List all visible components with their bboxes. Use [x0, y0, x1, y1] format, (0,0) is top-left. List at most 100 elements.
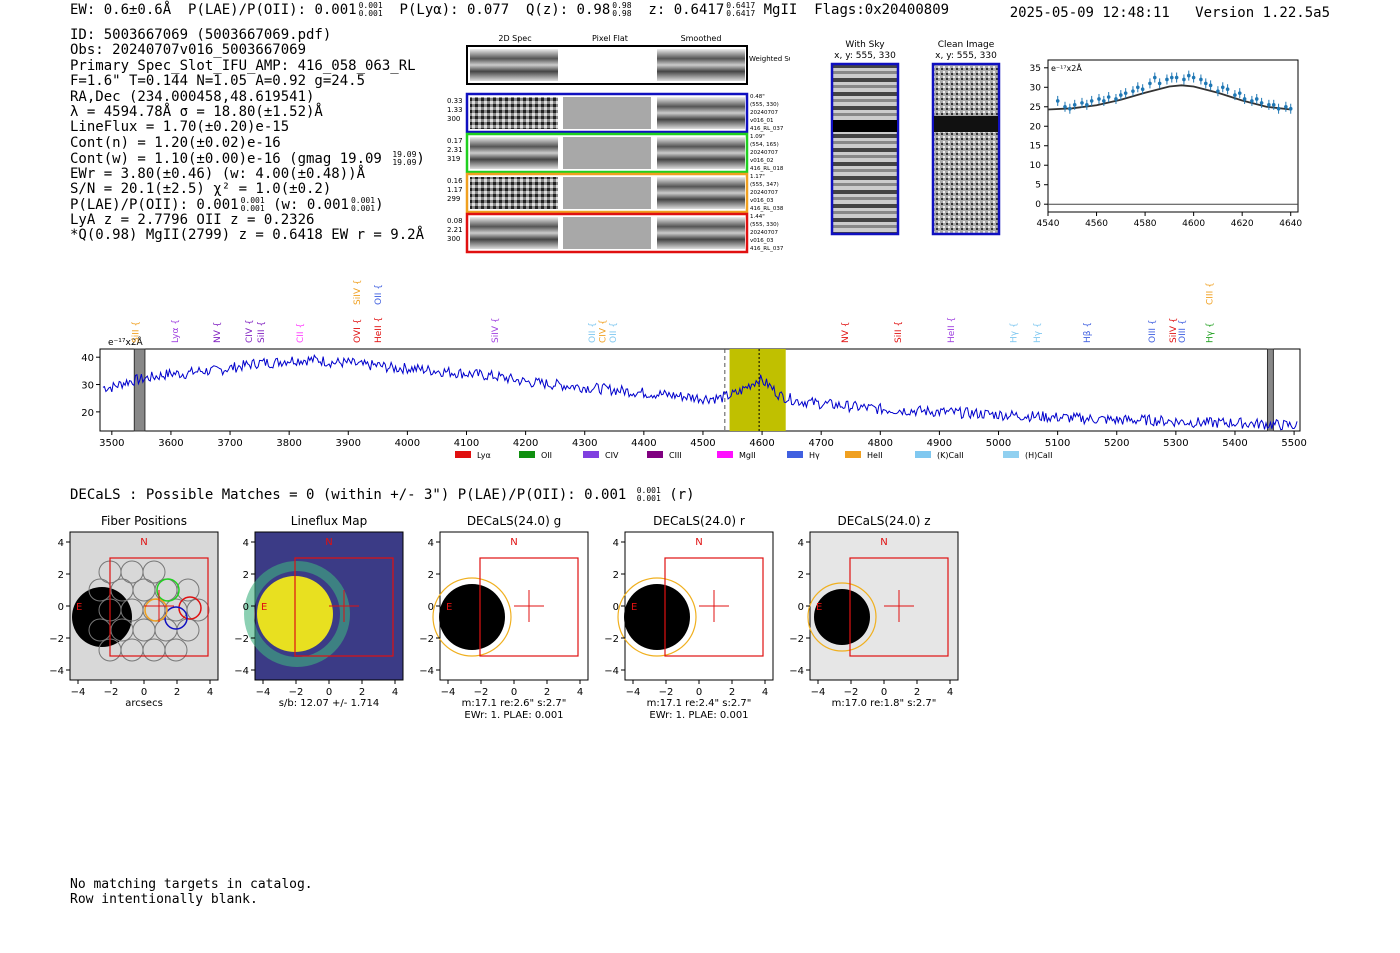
cutout-left-label: 1.17: [447, 186, 463, 194]
line-id-label: OVI {: [353, 319, 363, 343]
panel-x-tick-label: 2: [174, 687, 180, 698]
cutout-right-label: 416_RL_037: [750, 246, 784, 252]
panel-x-tick-label: −4: [811, 687, 826, 698]
panel-x-tick-label: 4: [577, 687, 583, 698]
zoom-data-point: [1225, 87, 1230, 92]
panel-y-tick-label: −4: [49, 666, 64, 677]
footer-notes: No matching targets in catalog. Row inte…: [70, 877, 313, 907]
zoom-unit-label: e⁻¹⁷x2Å: [1051, 62, 1082, 73]
zoom-data-point: [1089, 99, 1094, 103]
zoom-data-point: [1072, 103, 1077, 107]
qz-value: Q(z): 0.98: [525, 2, 611, 18]
line-id-label: OIII {: [1178, 319, 1188, 343]
cutout-smoothed: [657, 137, 745, 169]
cutout-right-label: 416_RL_037: [750, 126, 784, 132]
spectrum-x-tick-label: 5500: [1281, 438, 1306, 449]
zoom-data-point: [1140, 87, 1145, 92]
panel-x-tick-label: 2: [914, 687, 920, 698]
panel-y-tick-label: −4: [789, 666, 804, 677]
legend-swatch: [717, 451, 733, 458]
zoom-line-chart: 4540 4560 4580 4600 4620 4640 0 5 10 15 20 25 30 35 e⁻…: [1030, 59, 1302, 229]
frac-top: 0.001: [240, 196, 265, 206]
col-title-pixel-flat: Pixel Flat: [592, 34, 628, 43]
legend-swatch: [787, 451, 803, 458]
frac-top: 0.6417: [726, 1, 756, 10]
galaxy-ellipse: [807, 582, 877, 652]
panel-y-tick-label: 2: [243, 570, 249, 581]
line-id: MgII: [763, 2, 798, 18]
zoom-data-point: [1220, 85, 1225, 90]
search-box: [849, 557, 949, 657]
panel-x-tick-label: 4: [207, 687, 213, 698]
info-lya: LyA z = 2.7796 OII z = 0.2326: [70, 211, 315, 228]
zoom-data-point: [1148, 81, 1152, 86]
plae-text: P(LAE)/P(OII): 0.001: [70, 197, 239, 214]
highlight-fiber: [144, 598, 168, 622]
footer-line-2: Row intentionally blank.: [70, 892, 258, 907]
cutout-left-label: 1.33: [447, 106, 463, 114]
spectrum-x-tick-label: 4700: [808, 438, 833, 449]
panel-y-tick-label: −4: [419, 666, 434, 677]
zoom-data-point: [1250, 99, 1254, 103]
legend-label: CIV: [605, 451, 619, 460]
zoom-y-tick-label: 10: [1030, 161, 1042, 171]
decals-panel: DECaLS(24.0) r N E −4 4 −2 2 0 0 2 −2 4 −4 m:17.1 re:…: [604, 514, 774, 721]
zoom-data-point: [1152, 75, 1157, 80]
cutout-right-label: 1.17": [750, 174, 765, 180]
spectrum-x-tick-label: 4800: [868, 438, 893, 449]
panel-x-tick-label: 4: [392, 687, 398, 698]
zoom-data-point: [1114, 97, 1118, 101]
col-title-smoothed: Smoothed: [681, 34, 722, 43]
search-box: [664, 557, 764, 657]
panel-y-tick-label: 0: [798, 602, 804, 613]
spectrum-unit-label: e⁻¹⁷x2Å: [108, 336, 144, 348]
info-q: *Q(0.98) MgII(2799) z = 0.6418 EW r = 9.…: [70, 227, 425, 244]
cutout-right-label: (555, 347): [750, 182, 779, 188]
legend-item: Hγ: [787, 451, 820, 460]
zoom-x-tick-label: 4620: [1231, 219, 1254, 229]
spectrum-x-tick-label: 4200: [513, 438, 538, 449]
cutout-smoothed: [657, 177, 745, 209]
legend-swatch: [915, 451, 931, 458]
zoom-data-point: [1182, 77, 1186, 82]
info-contw: Cont(w) = 1.10(±0.00)e-16 (gmag 19.09 19…: [70, 150, 425, 168]
spectrum-x-tick-label: 5400: [1222, 438, 1247, 449]
line-id-label: SiIV {: [491, 317, 501, 343]
plya-value: P(Lyα): 0.077: [399, 2, 510, 18]
line-id-label: SiII {: [131, 321, 141, 343]
panel-y-tick-label: 0: [243, 602, 249, 613]
panel-title: DECaLS(24.0) z: [837, 514, 930, 528]
legend-swatch: [845, 451, 861, 458]
panel-x-tick-label: 0: [696, 687, 702, 698]
clean-image: [931, 62, 1001, 236]
plae-value: P(LAE)/P(OII): 0.001: [188, 2, 357, 18]
panel-y-tick-label: 2: [58, 570, 64, 581]
zoom-y-tick-label: 15: [1030, 142, 1041, 152]
panel-y-tick-label: 2: [428, 570, 434, 581]
fiber-circle: [186, 598, 210, 622]
cutout-pixel-flat: [563, 177, 651, 209]
zoom-data-point: [1288, 106, 1293, 111]
zoom-data-point: [1259, 101, 1264, 105]
zoom-data-point: [1216, 89, 1220, 93]
cutout-right-label: 20240707: [750, 150, 778, 156]
line-id-label: Hγ {: [1009, 322, 1019, 343]
legend-label: HeII: [867, 451, 883, 460]
panel-y-tick-label: 2: [798, 570, 804, 581]
line-id-label: NV {: [213, 322, 223, 343]
masked-band: [133, 348, 146, 432]
zoom-data-point: [1203, 81, 1208, 86]
spectrum-x-tick-label: 4100: [454, 438, 479, 449]
legend-swatch: [455, 451, 471, 458]
spectrum-x-tick-label: 5000: [986, 438, 1011, 449]
spectrum-x-tick-label: 5300: [1163, 438, 1188, 449]
cutout-right-label: 20240707: [750, 230, 778, 236]
info-lambda: λ = 4594.78Å σ = 18.80(±1.52)Å: [70, 103, 323, 120]
panel-y-tick-label: 4: [243, 538, 249, 549]
line-id-label: CIII {: [1206, 282, 1216, 305]
spectrum-x-tick-label: 3500: [99, 438, 124, 449]
frac-top: 19.09: [392, 150, 417, 160]
panel-caption: m:17.1 re:2.6" s:2.7": [462, 698, 567, 709]
highlight-fiber: [156, 578, 180, 602]
